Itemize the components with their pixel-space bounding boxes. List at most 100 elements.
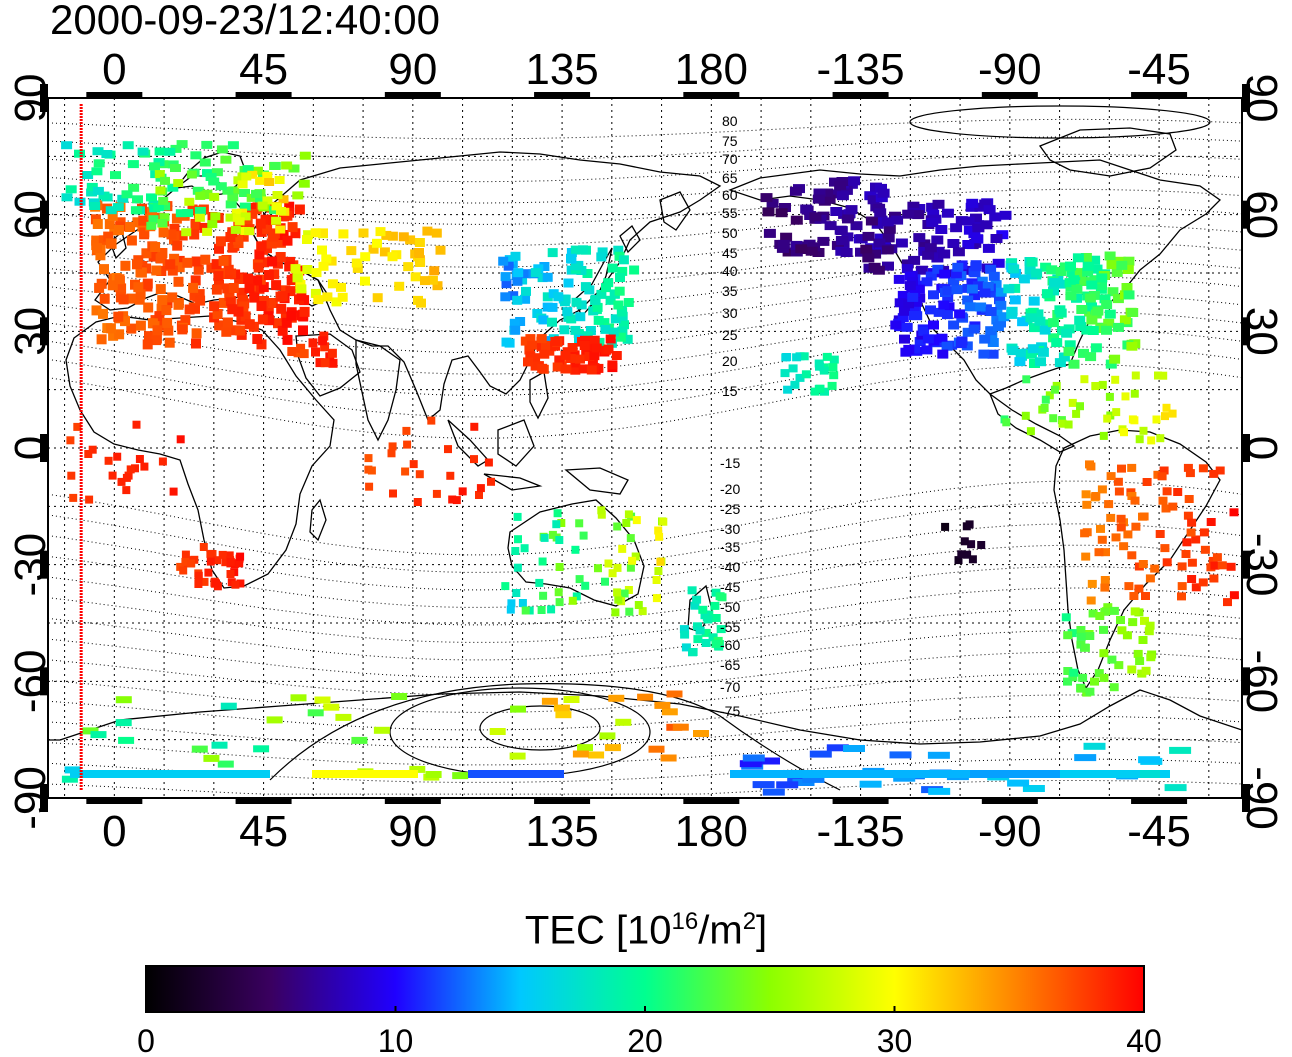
tec-cell bbox=[253, 262, 264, 273]
tec-cell bbox=[117, 194, 129, 203]
tec-region-pacific-south bbox=[941, 520, 986, 565]
tec-cell bbox=[938, 300, 950, 310]
tec-cell bbox=[244, 319, 255, 330]
top-tick-label: 45 bbox=[239, 45, 288, 94]
tec-cell bbox=[950, 269, 962, 279]
left-tick-label: 0 bbox=[6, 436, 55, 460]
tec-cell bbox=[592, 302, 603, 312]
tec-cell bbox=[730, 770, 970, 778]
tec-cell bbox=[236, 579, 245, 588]
tec-cell bbox=[286, 310, 297, 321]
tec-cell bbox=[512, 295, 523, 305]
tec-region-europe bbox=[90, 200, 310, 350]
tec-cell bbox=[922, 250, 935, 260]
tec-cell bbox=[1199, 528, 1209, 537]
tec-cell bbox=[655, 532, 664, 541]
tec-cell bbox=[221, 326, 232, 337]
tec-cell bbox=[568, 596, 577, 605]
tec-cell bbox=[255, 176, 266, 185]
tec-cell bbox=[969, 291, 980, 301]
tec-cell bbox=[310, 288, 321, 298]
tec-cell bbox=[86, 188, 98, 197]
tec-cell bbox=[1076, 305, 1088, 314]
contour-label: -65 bbox=[720, 657, 740, 673]
tec-cell bbox=[1006, 258, 1018, 268]
tec-cell bbox=[1209, 469, 1219, 478]
tec-cell bbox=[387, 449, 396, 458]
tec-cell bbox=[159, 202, 171, 211]
tec-cell bbox=[318, 261, 329, 271]
tec-cell bbox=[571, 297, 582, 307]
right-tick-bar bbox=[1242, 200, 1250, 229]
tec-cell bbox=[711, 614, 721, 622]
tec-cell bbox=[88, 445, 97, 454]
tec-cell bbox=[547, 302, 558, 312]
tec-cell bbox=[294, 204, 305, 215]
tec-cell bbox=[1168, 502, 1178, 511]
tec-cell bbox=[254, 249, 265, 260]
tec-cell bbox=[132, 259, 142, 270]
tec-cell bbox=[576, 266, 587, 275]
tec-region-argentina bbox=[1061, 603, 1157, 697]
top-tick-label: 135 bbox=[525, 45, 598, 94]
tec-cell bbox=[142, 339, 153, 350]
tec-cell bbox=[1086, 280, 1098, 290]
tec-cell bbox=[65, 185, 77, 194]
tec-cell bbox=[282, 334, 293, 345]
tec-cell bbox=[1140, 616, 1149, 625]
top-tick-bar bbox=[832, 92, 889, 98]
tec-cell bbox=[181, 550, 190, 559]
tec-cell bbox=[136, 267, 147, 278]
tec-cell bbox=[648, 745, 665, 753]
tec-cell bbox=[101, 150, 113, 158]
tec-cell bbox=[92, 147, 104, 156]
tec-cell bbox=[652, 576, 661, 584]
colorbar-ticks: 0 10 20 30 40 bbox=[137, 1006, 1162, 1057]
tec-cell bbox=[554, 588, 563, 597]
tec-cell bbox=[921, 277, 933, 287]
tec-cell bbox=[107, 210, 118, 221]
tec-cell bbox=[360, 252, 371, 262]
tec-cell bbox=[61, 193, 73, 202]
tec-cell bbox=[391, 693, 408, 700]
tec-cell bbox=[319, 331, 329, 341]
frame-tick-bars bbox=[40, 84, 1250, 812]
tec-cell bbox=[935, 225, 948, 234]
tec-cell bbox=[1169, 746, 1192, 754]
tec-cell bbox=[1200, 545, 1210, 554]
tec-cell bbox=[593, 315, 604, 325]
tec-cell bbox=[284, 261, 295, 272]
tec-cell bbox=[931, 253, 944, 263]
tec-cell bbox=[941, 208, 954, 218]
tec-cell bbox=[403, 262, 414, 272]
tec-cell bbox=[698, 605, 708, 614]
tec-region-central-asia bbox=[290, 226, 446, 308]
tec-cell bbox=[218, 297, 229, 308]
tec-cell bbox=[521, 606, 530, 615]
tec-cell bbox=[631, 552, 640, 561]
tec-cell bbox=[93, 159, 105, 168]
tec-cell bbox=[1109, 683, 1119, 692]
tec-cell bbox=[122, 473, 131, 482]
tec-cell bbox=[169, 487, 178, 496]
tec-cell bbox=[159, 213, 170, 222]
tec-cell bbox=[235, 559, 244, 568]
tec-region-brazil bbox=[1080, 460, 1239, 607]
tec-cell bbox=[575, 519, 584, 528]
tec-cell bbox=[812, 248, 825, 257]
tec-cell bbox=[125, 222, 135, 232]
tec-cell bbox=[1063, 677, 1072, 686]
tec-cell bbox=[890, 320, 902, 330]
tec-cell bbox=[223, 264, 234, 275]
tec-cell bbox=[103, 231, 114, 242]
tec-cell bbox=[181, 557, 190, 566]
tec-cell bbox=[162, 298, 173, 308]
tec-cell bbox=[968, 324, 980, 334]
tec-cell bbox=[98, 308, 108, 319]
tec-cell bbox=[151, 265, 162, 276]
tec-cell bbox=[1106, 472, 1116, 481]
tec-cell bbox=[990, 234, 1003, 243]
colorbar-tick-label: 40 bbox=[1126, 1023, 1162, 1057]
tec-cell bbox=[555, 536, 564, 544]
tec-cell bbox=[1145, 574, 1155, 583]
